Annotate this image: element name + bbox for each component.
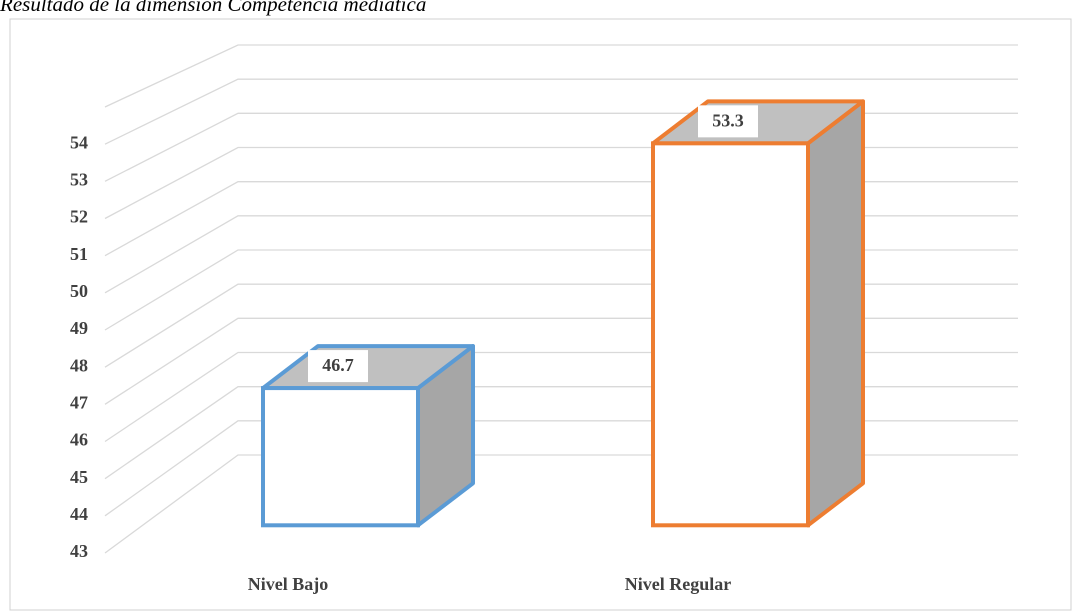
y-tick-label: 47 (70, 392, 88, 412)
bar-side (806, 99, 865, 528)
y-tick-label: 43 (70, 541, 88, 561)
data-label-box (698, 105, 758, 138)
data-label: 53.3 (712, 110, 744, 130)
bar (261, 386, 420, 528)
bar (651, 141, 810, 528)
y-tick-label: 51 (70, 244, 88, 264)
y-tick-label: 53 (70, 169, 88, 189)
y-tick-label: 46 (70, 430, 88, 450)
chart-frame (9, 18, 1072, 611)
y-tick-label: 54 (70, 132, 88, 152)
y-tick-label: 48 (70, 355, 88, 375)
y-tick-label: 45 (70, 467, 88, 487)
x-tick-label: Nivel Regular (625, 574, 731, 594)
y-tick-label: 49 (70, 318, 88, 338)
y-tick-label: 44 (70, 504, 88, 524)
y-tick-label: 52 (70, 207, 88, 227)
grid-line (104, 78, 1018, 145)
chart-title: Resultado de la dimensión Competencia me… (0, 0, 426, 16)
grid-line (104, 44, 1018, 108)
data-label: 46.7 (322, 355, 354, 375)
y-tick-label: 50 (70, 281, 88, 301)
data-label-box (308, 350, 368, 383)
x-tick-label: Nivel Bajo (248, 574, 329, 594)
